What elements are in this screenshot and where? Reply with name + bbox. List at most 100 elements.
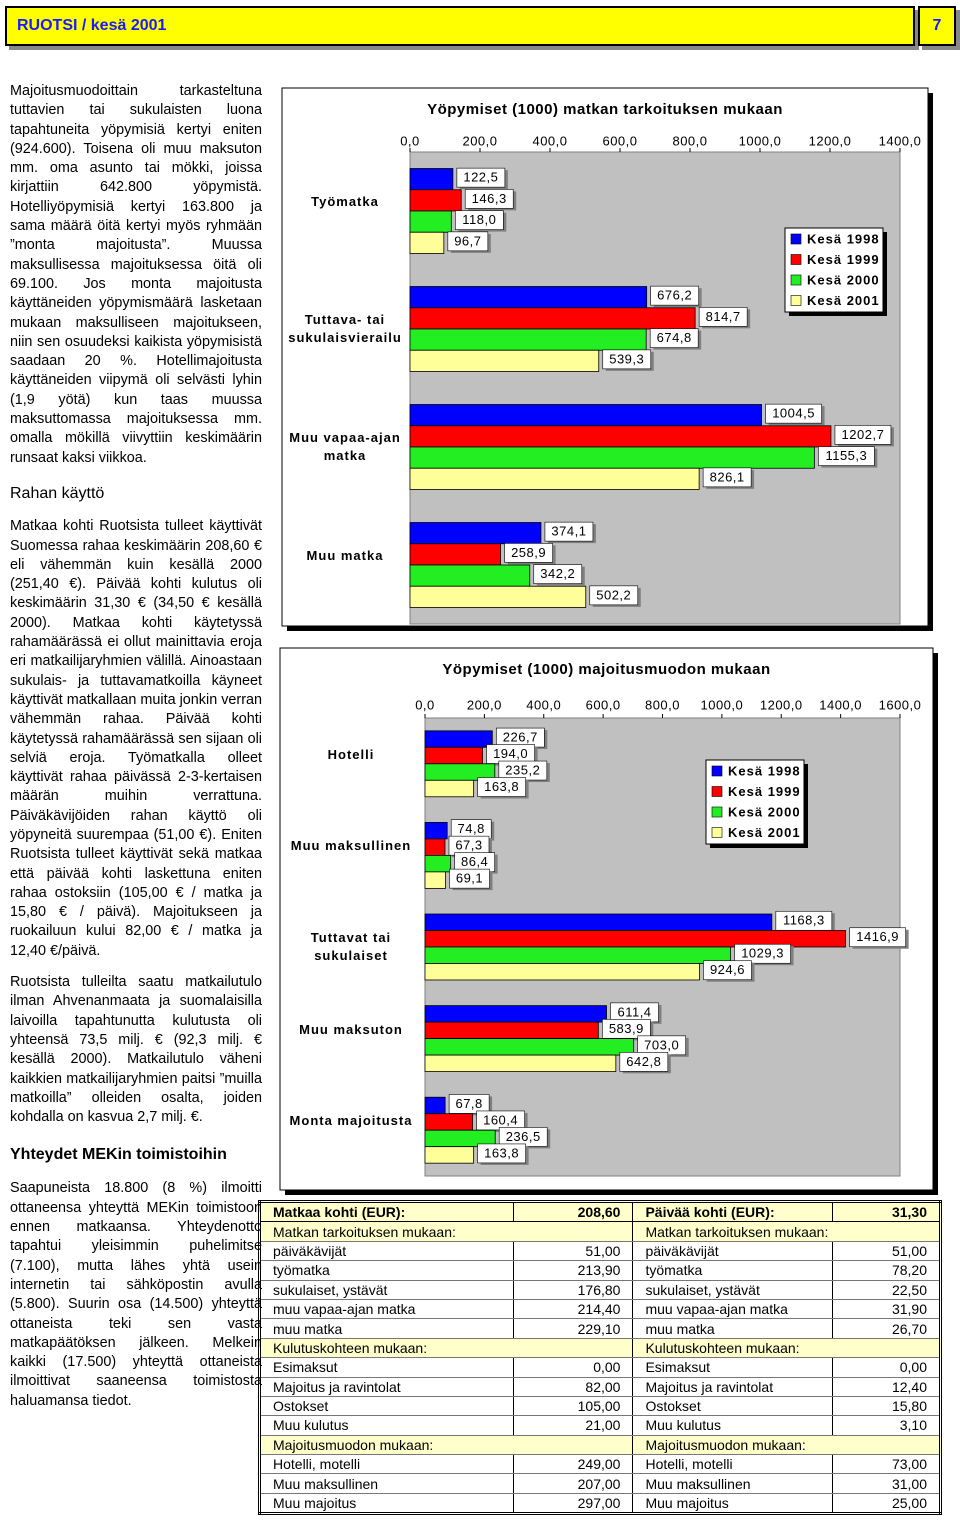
table-cell: 3,10 (832, 1415, 941, 1436)
value-label: 258,9 (511, 545, 546, 560)
bar (424, 1129, 496, 1148)
table-row: Muu kulutus 21,00 Muu kulutus 3,10 (259, 1415, 941, 1436)
chart-title: Yöpymiset (1000) matkan tarkoituksen muk… (427, 101, 783, 118)
table-cell: 21,00 (512, 1415, 634, 1436)
table-cell: 105,00 (512, 1396, 634, 1417)
x-tick-label: 0,0 (400, 133, 420, 148)
table-cell: Hotelli, motelli (632, 1454, 834, 1475)
value-label-box (734, 943, 791, 964)
category-label: Muu maksuton (299, 1021, 403, 1037)
value-label-box (456, 167, 506, 188)
legend-swatch (711, 827, 723, 838)
legend-label: Kesä 2000 (728, 804, 801, 819)
x-tick-label: 400,0 (526, 697, 561, 712)
value-label-shadow (605, 351, 654, 371)
table-cell: 0,00 (832, 1357, 941, 1378)
table-cell: 249,00 (512, 1454, 634, 1475)
value-label: 236,5 (506, 1129, 541, 1144)
value-label: 226,7 (503, 730, 538, 745)
bar (409, 286, 648, 309)
bar (424, 730, 493, 748)
value-label-box (698, 307, 748, 327)
table-cell: muu vapaa-ajan matka (632, 1299, 834, 1320)
value-label: 146,3 (472, 191, 507, 206)
value-label-shadow (502, 1129, 551, 1149)
value-label-shadow (605, 1021, 654, 1041)
table-cell: Ostokset (632, 1396, 834, 1417)
value-label-shadow (653, 288, 702, 308)
table-cell: Esimaksut (259, 1357, 514, 1378)
bar (424, 871, 446, 889)
x-tick-label: 1000,0 (700, 697, 743, 712)
x-tick-label: 400,0 (532, 133, 567, 148)
value-label-shadow (452, 1096, 493, 1116)
value-label: 67,3 (455, 838, 482, 853)
table-cell: muu matka (632, 1318, 834, 1339)
value-label: 1168,3 (783, 913, 825, 928)
value-label: 1202,7 (842, 427, 885, 442)
value-label-box (450, 819, 492, 839)
x-tick-label: 1400,0 (819, 697, 862, 712)
legend-swatch (711, 806, 723, 818)
table-cell: 229,10 (512, 1318, 634, 1339)
bar (409, 522, 542, 545)
table-cell: Muu kulutus (259, 1415, 514, 1436)
value-label-box (637, 1035, 687, 1056)
table-row: Kulutuskohteen mukaan: Kulutuskohteen muk… (258, 1338, 941, 1359)
bar (409, 328, 647, 351)
legend-swatch (790, 274, 802, 286)
bar (409, 168, 454, 191)
table-cell: päiväkävijät (632, 1241, 834, 1262)
value-label-shadow (702, 309, 751, 329)
value-label-shadow (613, 1004, 662, 1024)
table-row: muu vapaa-ajan matka 214,40 muu vapaa-ajan… (259, 1299, 941, 1320)
category-label: Tuttavat tai sukulaiset (310, 930, 392, 963)
bar (409, 585, 587, 608)
table-cell: Muu kulutus (632, 1415, 834, 1436)
value-label-shadow (451, 838, 492, 858)
value-label-box (702, 467, 752, 488)
chart-frame (281, 87, 929, 627)
value-label-box (533, 564, 583, 584)
bar (424, 822, 448, 840)
legend-label: Kesä 1999 (807, 252, 880, 267)
table-row: Hotelli, motelli 249,00 Hotelli, motelli 73… (259, 1454, 941, 1475)
legend-label: Kesä 2000 (807, 272, 880, 287)
value-label-box (447, 231, 489, 252)
value-label: 118,0 (462, 212, 496, 227)
plot-area (424, 717, 901, 1177)
x-tick-label: 1000,0 (739, 133, 782, 148)
value-label-box (602, 1019, 651, 1039)
table-cell: 73,00 (832, 1454, 941, 1475)
legend-swatch (790, 295, 802, 306)
value-label: 342,2 (540, 566, 575, 581)
bar (409, 231, 445, 254)
category-label: Monta majoitusta (289, 1113, 413, 1129)
value-label-box (504, 543, 553, 563)
x-tick-label: 600,0 (602, 133, 637, 148)
value-label-box (834, 425, 892, 445)
value-label: 74,8 (458, 821, 485, 836)
table-cell: 207,00 (512, 1473, 634, 1494)
bar (409, 564, 531, 587)
value-label-shadow (459, 170, 508, 190)
bar (424, 1005, 607, 1023)
category-label: Muu vapaa-ajan matka (289, 430, 401, 463)
value-label-box (498, 760, 548, 781)
value-label-shadow (458, 212, 507, 232)
legend-swatch (790, 233, 802, 245)
value-label: 924,6 (710, 962, 745, 977)
table-cell: Majoitusmuodon mukaan: (632, 1435, 941, 1456)
value-label-shadow (536, 566, 585, 586)
value-label: 67,8 (455, 1096, 482, 1111)
value-label-box (849, 927, 906, 948)
table-cell: 208,60 (512, 1201, 634, 1223)
value-label: 122,5 (463, 170, 498, 185)
table-cell: 31,00 (832, 1473, 941, 1494)
value-label-shadow (479, 1112, 528, 1132)
bar (409, 425, 832, 448)
value-label-box (454, 210, 504, 230)
bar (424, 1054, 617, 1072)
value-label: 160,4 (483, 1112, 518, 1127)
table-cell: 12,40 (832, 1377, 941, 1397)
